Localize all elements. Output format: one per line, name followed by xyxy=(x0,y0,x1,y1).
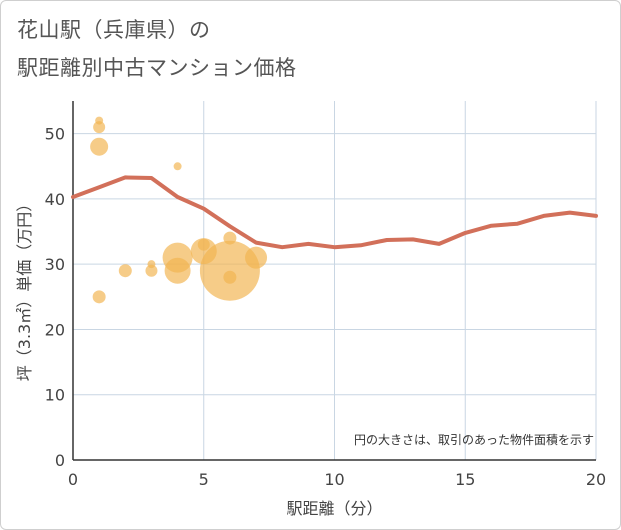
data-point xyxy=(95,116,104,125)
x-axis-label: 駅距離（分） xyxy=(286,499,382,518)
data-point xyxy=(145,264,158,277)
grid-lines xyxy=(73,101,597,460)
trend-line xyxy=(71,175,598,250)
data-point xyxy=(93,121,106,134)
data-point xyxy=(173,162,182,171)
y-axis-label: 坪（3.3㎡）単価（万円） xyxy=(15,196,34,381)
data-point xyxy=(147,260,156,269)
y-tick-label-30: 30 xyxy=(45,255,65,274)
data-point xyxy=(197,238,210,251)
data-point xyxy=(223,270,237,284)
axes xyxy=(72,101,596,461)
chart-title-line-1: 花山駅（兵庫県）の xyxy=(17,18,211,42)
data-point xyxy=(190,238,217,265)
data-point xyxy=(223,231,237,245)
y-tick-label-40: 40 xyxy=(45,190,65,209)
y-tick-label-20: 20 xyxy=(45,320,65,339)
trend-series xyxy=(71,175,598,250)
tick-labels: 0 5 10 15 20 0 10 20 30 40 50 xyxy=(45,125,607,489)
data-point xyxy=(164,257,191,284)
x-tick-label-5: 5 xyxy=(199,470,209,489)
data-point xyxy=(92,290,106,304)
bubble-series xyxy=(90,116,268,304)
y-tick-label-10: 10 xyxy=(45,386,65,405)
x-tick-label-15: 15 xyxy=(455,470,475,489)
data-point xyxy=(90,137,109,156)
y-tick-label-0: 0 xyxy=(55,451,65,470)
x-tick-label-10: 10 xyxy=(324,470,344,489)
x-tick-label-20: 20 xyxy=(586,470,606,489)
data-point xyxy=(245,246,268,269)
chart-title-line-2: 駅距離別中古マンション価格 xyxy=(17,56,297,80)
bubble-size-note: 円の大きさは、取引のあった物件面積を示す xyxy=(354,432,594,447)
y-tick-label-50: 50 xyxy=(45,125,65,144)
data-point xyxy=(118,264,132,278)
x-tick-label-0: 0 xyxy=(68,470,78,489)
